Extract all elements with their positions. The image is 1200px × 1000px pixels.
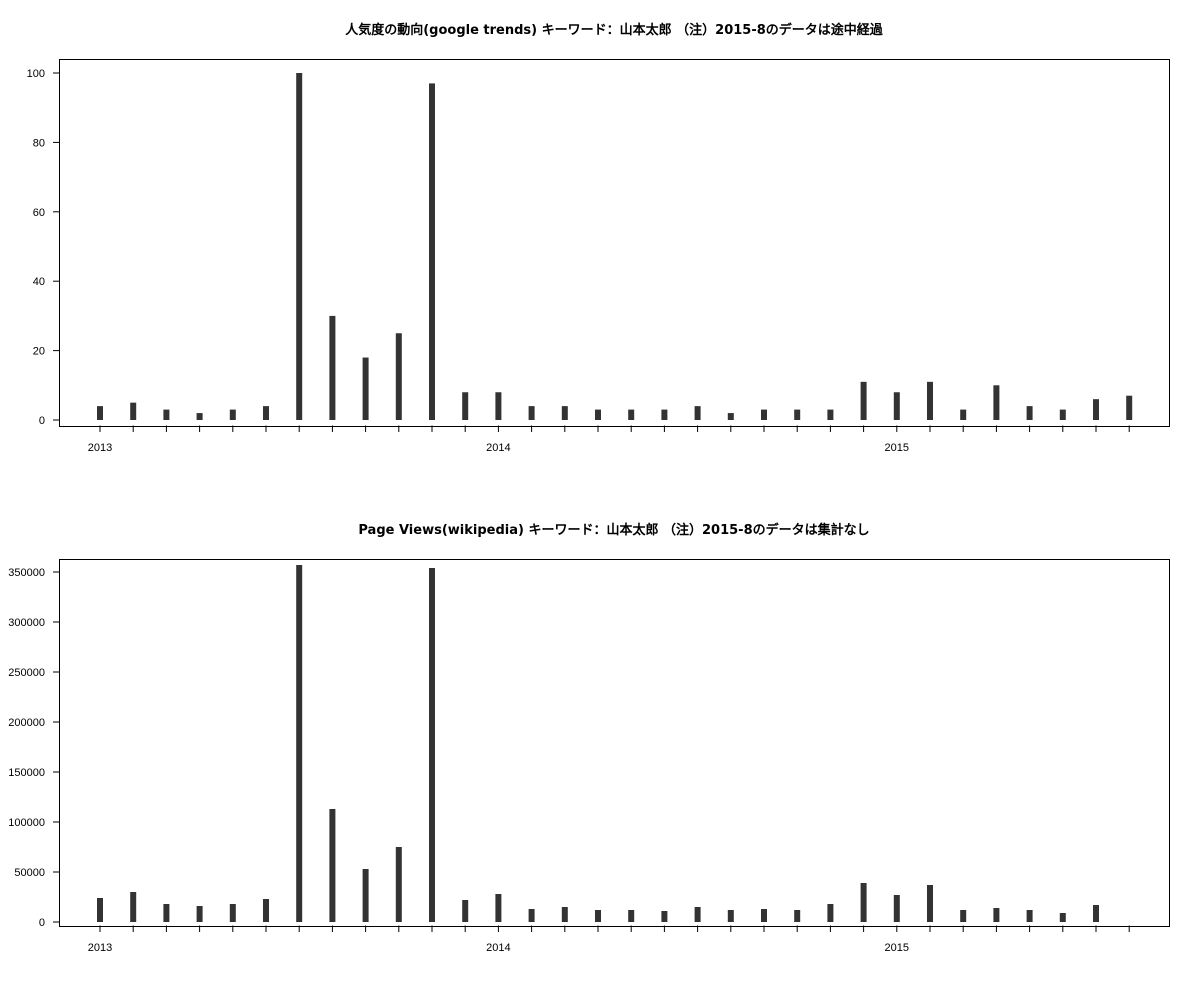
pageviews-y-tick-label: 250000 [8,667,45,679]
trends-y-tick-label: 20 [33,346,45,358]
trends-chart-title: 人気度の動向(google trends) キーワード：山本太郎 （注）2015… [345,22,884,38]
pageviews-bar-2014-04 [595,910,601,922]
pageviews-bar-2013-03 [163,904,170,922]
trends-bar-2013-10 [395,333,402,420]
trends-bar-2014-06 [661,409,668,420]
pageviews-bar-2015-07 [1093,905,1099,922]
pageviews-bar-2014-08 [727,910,734,922]
trends-y-tick-label: 40 [33,276,45,288]
pageviews-bar-2015-06 [1059,913,1066,922]
pageviews-bar-2013-05 [229,904,236,922]
pageviews-bar-2015-03 [960,910,967,922]
trends-bar-2013-11 [429,83,435,420]
trends-x-tick-label: 2015 [885,442,909,454]
pageviews-bar-2013-11 [429,568,435,922]
pageviews-bar-2013-01 [97,898,103,922]
pageviews-bar-2014-12 [860,883,867,922]
pageviews-bar-2013-09 [362,869,369,922]
trends-bar-2015-02 [927,381,933,420]
pageviews-bar-2015-04 [993,908,1000,922]
pageviews-bar-2014-01 [495,894,502,922]
trends-bar-2015-07 [1093,399,1099,420]
trends-bar-2013-07 [296,73,303,420]
trends-bar-2014-08 [727,413,734,420]
trends-x-tick-label: 2013 [88,442,112,454]
trends-bar-2015-01 [893,392,900,420]
trends-bar-2013-02 [130,402,137,420]
trends-x-tick-label: 2014 [486,442,510,454]
pageviews-y-tick-label: 300000 [8,617,45,629]
pageviews-chart-title: Page Views(wikipedia) キーワード：山本太郎 （注）2015… [358,522,869,538]
pageviews-bar-2013-08 [329,809,336,922]
pageviews-chart-panel: Page Views(wikipedia) キーワード：山本太郎 （注）2015… [8,522,1170,954]
pageviews-bar-2013-06 [263,899,269,922]
pageviews-y-tick-label: 150000 [8,767,45,779]
pageviews-y-tick-label: 350000 [8,567,45,579]
pageviews-bar-2014-06 [661,911,668,922]
pageviews-bar-2014-02 [528,909,535,922]
trends-bar-2015-03 [960,409,967,420]
trends-bar-2014-07 [694,406,701,420]
trends-bar-2015-08 [1126,395,1133,420]
pageviews-y-tick-label: 200000 [8,717,45,729]
trends-bar-2015-06 [1059,409,1066,420]
trends-bar-2014-01 [495,392,502,420]
pageviews-bar-2014-10 [794,910,801,922]
trends-bar-2015-05 [1026,406,1033,420]
trends-plot-frame [59,59,1170,427]
trends-chart-panel: 人気度の動向(google trends) キーワード：山本太郎 （注）2015… [27,22,1170,454]
pageviews-x-tick-label: 2015 [885,942,909,954]
pageviews-y-tick-label: 0 [39,917,45,929]
trends-bar-2014-04 [595,409,601,420]
trends-bar-2013-01 [97,406,103,420]
trends-bar-2014-10 [794,409,801,420]
trends-bar-2014-02 [528,406,535,420]
trends-bar-2013-12 [462,392,469,420]
trends-bar-2014-11 [827,409,834,420]
trends-y-tick-label: 80 [33,137,45,149]
trends-bar-2014-12 [860,381,867,420]
pageviews-bar-2015-05 [1026,910,1033,922]
pageviews-bar-2015-02 [927,885,933,922]
pageviews-bar-2014-03 [561,907,568,922]
trends-bar-2013-03 [163,409,170,420]
pageviews-bar-2014-11 [827,904,834,922]
pageviews-bar-2013-04 [196,906,203,922]
trends-bar-2014-05 [628,409,635,420]
pageviews-bar-2014-09 [761,909,767,922]
pageviews-bar-2013-02 [130,892,137,922]
pageviews-y-tick-label: 100000 [8,817,45,829]
pageviews-plot-frame [59,559,1170,927]
trends-y-tick-label: 100 [27,68,45,80]
trends-bar-2013-08 [329,315,336,420]
trends-bar-2013-06 [263,406,269,420]
trends-bar-2014-03 [561,406,568,420]
trends-bar-2013-04 [196,413,203,420]
trends-bar-2015-04 [993,385,1000,420]
pageviews-bar-2014-05 [628,910,635,922]
pageviews-bar-2013-07 [296,565,303,922]
pageviews-bar-2014-07 [694,907,701,922]
trends-y-tick-label: 60 [33,207,45,219]
pageviews-x-tick-label: 2014 [486,942,510,954]
trends-y-tick-label: 0 [39,415,45,427]
pageviews-bar-2013-10 [395,847,402,922]
pageviews-bar-2015-01 [893,895,900,922]
pageviews-bar-2013-12 [462,900,469,922]
trends-bar-2013-05 [229,409,236,420]
pageviews-y-tick-label: 50000 [14,867,45,879]
pageviews-x-tick-label: 2013 [88,942,112,954]
trends-bar-2013-09 [362,357,369,420]
trends-bar-2014-09 [761,409,767,420]
